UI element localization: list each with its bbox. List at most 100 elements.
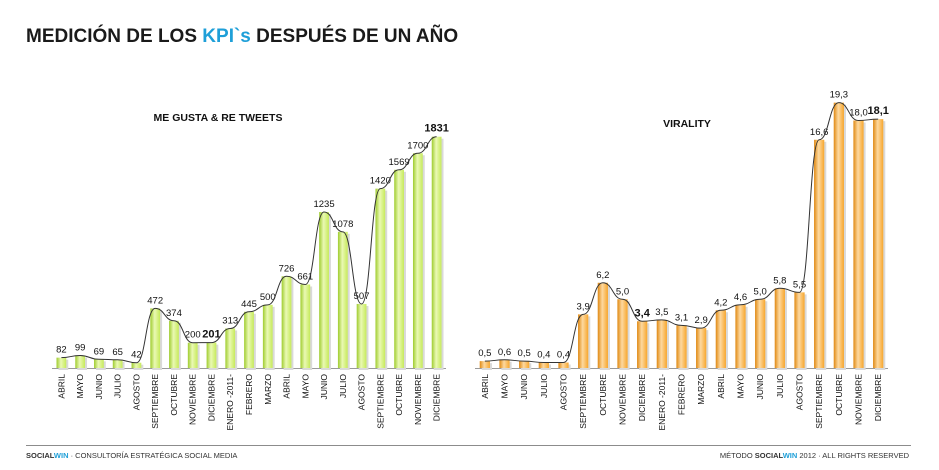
virality-category-label: FEBRERO: [677, 374, 687, 415]
page-title-highlight: KPI`s: [202, 26, 251, 47]
likes-value-label: 472: [147, 295, 163, 306]
virality-bar: [676, 325, 687, 368]
likes-bar: [262, 304, 273, 368]
likes-category-label: FEBRERO: [244, 374, 254, 415]
virality-bar: [833, 102, 844, 368]
page-title-start: MEDICIÓN DE LOS: [26, 26, 203, 47]
virality-value-label: 18,0: [849, 108, 868, 119]
footer-right: MÉTODO SOCIALWIN 2012 · ALL RIGHTS RESER…: [720, 451, 909, 460]
likes-value-label: 69: [94, 346, 105, 357]
virality-value-label: 4,6: [734, 292, 747, 303]
likes-category-label: AGOSTO: [131, 374, 141, 411]
virality-category-label: DICIEMBRE: [637, 374, 647, 422]
likes-value-label: 1235: [313, 199, 334, 210]
virality-category-label: MARZO: [696, 374, 706, 405]
likes-category-label: JULIO: [113, 374, 123, 398]
likes-bar: [281, 276, 292, 368]
likes-value-label: 1420: [370, 176, 391, 187]
likes-bar: [300, 284, 311, 368]
footer-brand-social: SOCIAL: [26, 451, 54, 460]
likes-value-label: 313: [222, 315, 238, 326]
virality-category-label: MAYO: [500, 374, 510, 399]
virality-bar: [617, 299, 628, 368]
virality-bar: [578, 314, 589, 368]
likes-category-label: DICIEMBRE: [432, 374, 442, 422]
virality-bar: [873, 119, 884, 368]
virality-category-label: SEPTIEMBRE: [578, 374, 588, 429]
likes-category-label: AGOSTO: [357, 374, 367, 411]
likes-category-label: OCTUBRE: [394, 374, 404, 416]
virality-bar: [538, 362, 549, 368]
likes-trendline: [61, 136, 437, 364]
virality-value-label: 0,4: [557, 350, 570, 361]
virality-bar: [814, 139, 825, 368]
likes-value-label: 200: [185, 330, 201, 341]
likes-value-label: 201: [202, 329, 220, 341]
likes-bar: [394, 169, 404, 368]
likes-category-label: OCTUBRE: [169, 374, 179, 416]
virality-category-label: NOVIEMBRE: [854, 374, 864, 425]
virality-category-label: JULIO: [539, 374, 549, 398]
virality-value-label: 4,2: [714, 297, 727, 308]
virality-value-label: 0,5: [518, 348, 531, 359]
likes-value-label: 726: [279, 263, 295, 274]
likes-value-label: 42: [131, 350, 142, 361]
virality-value-label: 2,9: [695, 315, 708, 326]
virality-category-label: ABRIL: [716, 374, 726, 399]
virality-bar: [794, 292, 805, 368]
likes-bar: [337, 231, 348, 368]
footer-right-brand-win: WIN: [782, 451, 798, 460]
virality-bar: [696, 328, 707, 368]
virality-bar: [519, 361, 530, 368]
virality-bar: [637, 321, 648, 368]
likes-bar: [206, 342, 217, 368]
likes-category-label: NOVIEMBRE: [413, 374, 423, 425]
footer-right-brand-social: SOCIAL: [754, 451, 783, 460]
likes-category-label: SEPTIEMBRE: [375, 374, 385, 429]
likes-bar: [56, 357, 67, 368]
likes-value-label: 1831: [424, 123, 448, 135]
virality-value-label: 5,0: [754, 286, 767, 297]
virality-category-label: OCTUBRE: [834, 374, 844, 416]
virality-bar: [656, 319, 667, 368]
virality-value-label: 3,1: [675, 312, 688, 323]
virality-category-label: DICIEMBRE: [873, 374, 883, 422]
likes-value-label: 1078: [332, 219, 353, 230]
virality-category-label: JULIO: [775, 374, 785, 398]
virality-value-label: 0,6: [498, 347, 511, 358]
likes-bar: [75, 355, 86, 368]
likes-bar: [412, 153, 423, 368]
likes-bar: [187, 342, 198, 368]
likes-category-label: JULIO: [338, 374, 348, 398]
likes-bar: [169, 320, 179, 368]
virality-category-label: ENERO -2011-: [657, 374, 667, 431]
likes-chart-title: ME GUSTA & RE TWEETS: [154, 112, 283, 124]
virality-category-label: JUNIO: [519, 374, 529, 400]
virality-category-label: OCTUBRE: [598, 374, 608, 416]
likes-bar: [319, 212, 329, 368]
virality-bar: [774, 288, 785, 368]
likes-bar: [244, 311, 254, 368]
likes-category-label: MARZO: [263, 374, 273, 405]
virality-category-label: SEPTIEMBRE: [814, 374, 824, 429]
virality-category-label: MAYO: [736, 374, 746, 399]
likes-value-label: 445: [241, 299, 257, 310]
likes-category-label: SEPTIEMBRE: [150, 374, 160, 429]
footer-right-text-a: MÉTODO: [719, 451, 755, 460]
virality-value-label: 19,3: [830, 90, 849, 101]
virality-bar: [853, 120, 864, 368]
virality-value-label: 5,8: [773, 275, 786, 286]
virality-category-label: AGOSTO: [559, 374, 569, 411]
virality-category-label: JUNIO: [755, 374, 765, 400]
likes-bar: [112, 359, 123, 368]
virality-bar: [558, 362, 569, 368]
likes-value-label: 661: [297, 272, 313, 283]
virality-trendline: [484, 102, 879, 363]
virality-bar: [755, 299, 766, 368]
virality-bar: [499, 359, 510, 368]
likes-bar: [94, 359, 104, 368]
footer-divider: [26, 445, 911, 446]
virality-value-label: 3,5: [655, 307, 668, 318]
